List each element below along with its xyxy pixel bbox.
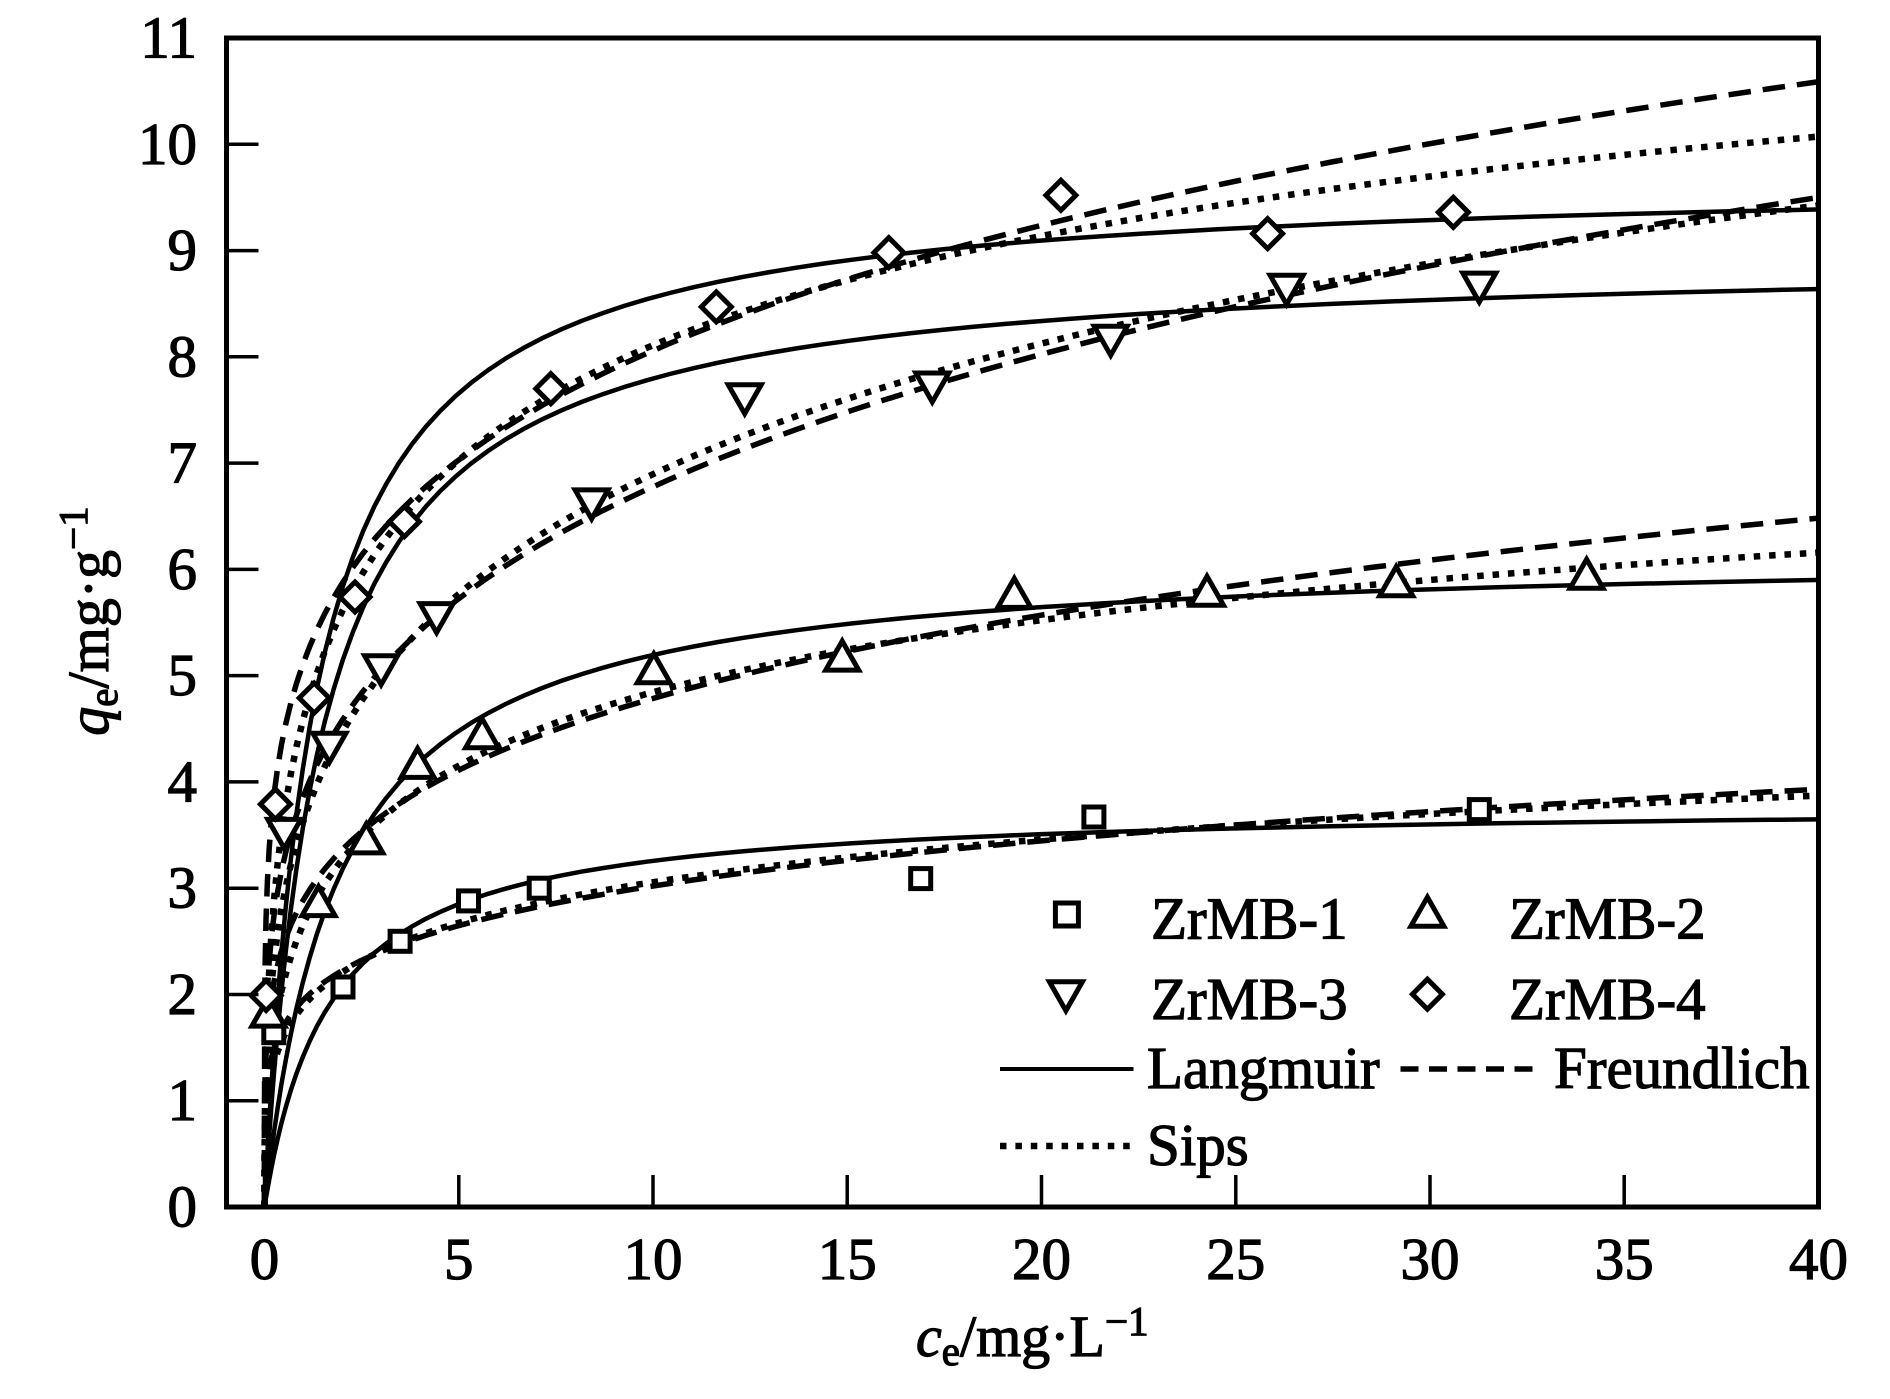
svg-text:Freundlich: Freundlich [1554, 1035, 1810, 1101]
svg-text:ZrMB-2: ZrMB-2 [1509, 886, 1706, 952]
svg-text:ZrMB-4: ZrMB-4 [1509, 966, 1706, 1032]
svg-text:1: 1 [168, 1067, 198, 1133]
svg-text:30: 30 [1401, 1226, 1460, 1292]
svg-text:7: 7 [168, 430, 198, 496]
svg-text:9: 9 [168, 217, 198, 283]
svg-text:ce/mg·L−1: ce/mg·L−1 [916, 1298, 1149, 1374]
svg-text:0: 0 [168, 1174, 198, 1240]
svg-text:5: 5 [168, 642, 198, 708]
svg-text:Langmuir: Langmuir [1147, 1035, 1380, 1101]
svg-text:qe/mg·g−1: qe/mg·g−1 [50, 506, 126, 735]
svg-text:10: 10 [624, 1226, 683, 1292]
svg-text:0: 0 [250, 1226, 280, 1292]
svg-text:3: 3 [168, 855, 198, 921]
svg-text:20: 20 [1012, 1226, 1071, 1292]
svg-text:6: 6 [168, 536, 198, 602]
svg-text:11: 11 [140, 5, 197, 71]
svg-text:ZrMB-1: ZrMB-1 [1151, 886, 1348, 952]
svg-text:5: 5 [444, 1226, 474, 1292]
svg-text:2: 2 [168, 961, 198, 1027]
svg-text:35: 35 [1595, 1226, 1654, 1292]
svg-text:ZrMB-3: ZrMB-3 [1151, 966, 1348, 1032]
svg-text:25: 25 [1206, 1226, 1265, 1292]
svg-text:4: 4 [168, 748, 198, 814]
svg-text:15: 15 [818, 1226, 877, 1292]
svg-text:Sips: Sips [1147, 1112, 1249, 1178]
svg-text:40: 40 [1789, 1226, 1848, 1292]
svg-text:10: 10 [138, 111, 197, 177]
svg-text:8: 8 [168, 323, 198, 389]
